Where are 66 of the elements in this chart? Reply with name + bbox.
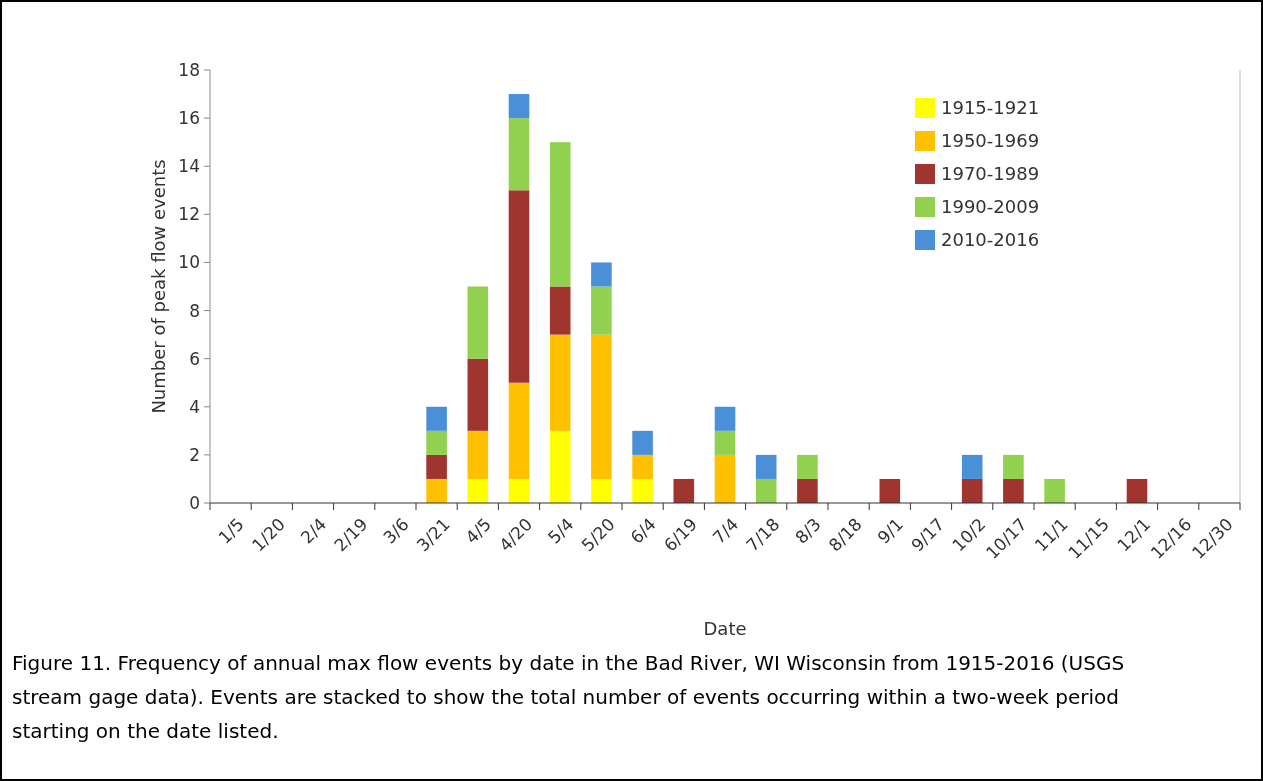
bar <box>797 478 818 503</box>
y-tick-label: 12 <box>178 204 200 225</box>
bar <box>467 430 489 479</box>
bar <box>755 478 777 503</box>
legend-label: 1950-1969 <box>941 130 1040 152</box>
bar <box>508 190 530 383</box>
bar <box>1003 478 1024 503</box>
y-tick-label: 4 <box>189 396 200 417</box>
x-tick-label: 7/4 <box>708 514 743 548</box>
y-tick-label: 14 <box>178 156 200 177</box>
y-tick-label: 10 <box>178 252 200 273</box>
bar <box>673 478 695 503</box>
x-axis-title: Date <box>703 618 747 639</box>
bar <box>591 262 612 287</box>
x-tick-label: 3/6 <box>379 514 413 548</box>
x-tick-label: 2/4 <box>296 514 331 548</box>
x-tick-label: 4/5 <box>461 514 496 548</box>
bar <box>549 334 571 431</box>
bar <box>591 286 612 335</box>
y-axis-title: Number of peak flow events <box>148 159 169 414</box>
bar <box>961 478 983 503</box>
bar <box>1003 454 1024 479</box>
bar <box>1044 478 1065 503</box>
y-tick-label: 6 <box>189 348 200 369</box>
bar <box>961 454 983 479</box>
bar <box>426 454 447 479</box>
legend-label: 2010-2016 <box>941 229 1040 251</box>
caption: Figure 11. Frequency of annual max flow events by date in the Bad River, WI Wisconsin from 1915-2016 (USGS stream gage data). Events are stacked to show the total number of events occurring within a two-week period starting on the date listed. <box>12 651 1125 743</box>
bar <box>508 118 530 191</box>
bar <box>426 406 447 431</box>
bar <box>797 454 818 479</box>
bar <box>549 286 571 335</box>
bar <box>467 358 489 431</box>
bar <box>426 430 447 455</box>
legend-label: 1990-2009 <box>941 196 1040 218</box>
bar <box>714 430 736 455</box>
x-tick-label: 5/4 <box>543 514 578 548</box>
bar <box>508 94 530 119</box>
bar <box>632 454 653 479</box>
bar <box>714 406 736 431</box>
x-tick-label: 6/4 <box>626 514 660 548</box>
bar <box>632 478 653 503</box>
bar <box>467 286 489 359</box>
bar <box>549 430 571 503</box>
x-tick-label: 9/1 <box>873 514 908 548</box>
bar <box>591 478 612 503</box>
bar <box>755 454 777 479</box>
y-tick-label: 8 <box>189 300 200 321</box>
y-tick-label: 2 <box>189 444 200 465</box>
bar <box>591 334 612 479</box>
bar <box>879 478 901 503</box>
bar <box>508 478 530 503</box>
bar <box>549 142 571 287</box>
x-tick-label: 8/3 <box>791 514 825 548</box>
bar <box>508 382 530 479</box>
bar <box>426 478 447 503</box>
legend-label: 1915-1921 <box>941 97 1040 119</box>
legend-label: 1970-1989 <box>941 163 1040 185</box>
bar <box>714 454 736 503</box>
bar <box>467 478 489 503</box>
y-tick-label: 18 <box>178 59 200 80</box>
x-tick-label: 1/5 <box>214 514 248 548</box>
bar <box>632 430 653 455</box>
y-tick-label: 0 <box>189 492 200 513</box>
bar <box>1126 478 1148 503</box>
y-tick-label: 16 <box>178 108 200 129</box>
